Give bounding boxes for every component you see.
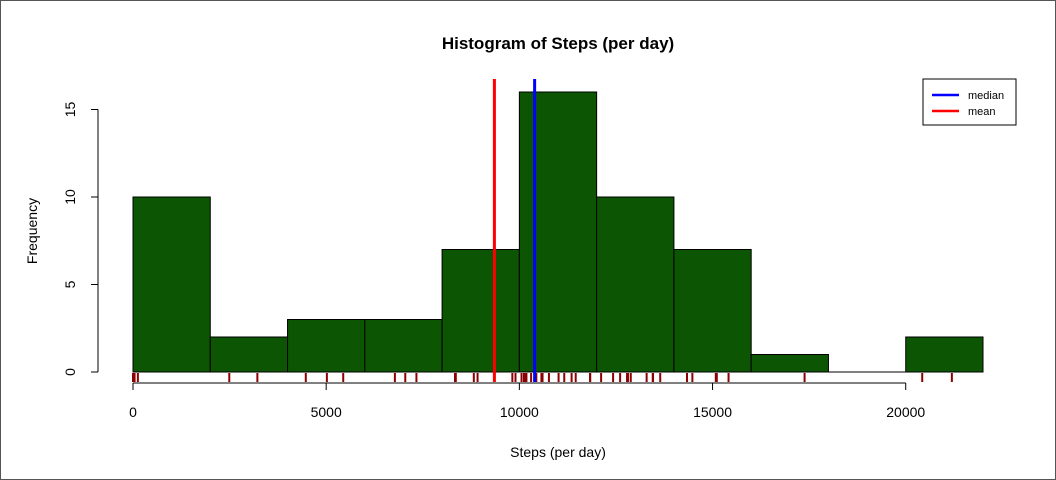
histogram-bar-2: [287, 319, 366, 373]
histogram-bar-1: [209, 336, 289, 373]
histogram-bars: [132, 91, 984, 373]
legend-label-mean: mean: [968, 106, 996, 118]
rug-marks: [132, 373, 953, 382]
legend: median mean: [922, 78, 1017, 126]
histogram-bar-4: [441, 249, 520, 373]
x-tick-label-4: 20000: [886, 404, 925, 420]
y-tick-label-0: 0: [62, 368, 78, 376]
histogram-bar-10: [905, 336, 984, 373]
x-tick-label-2: 10000: [500, 404, 539, 420]
y-tick-label-3: 15: [62, 102, 78, 118]
stat-lines: [492, 79, 537, 382]
y-tick-label-2: 10: [62, 189, 78, 205]
histogram-bar-5: [518, 91, 598, 373]
histogram-bar-8: [750, 354, 829, 373]
x-tick-label-1: 5000: [311, 404, 342, 420]
x-axis: 0 5000 10000 15000 20000: [129, 382, 925, 420]
histogram-bar-0: [132, 196, 211, 373]
chart-title: Histogram of Steps (per day): [442, 34, 674, 53]
histogram-bar-6: [596, 196, 675, 373]
legend-box: [922, 78, 1017, 126]
x-tick-label-3: 15000: [693, 404, 732, 420]
y-axis-label: Frequency: [24, 198, 40, 264]
histogram-bar-7: [673, 249, 752, 373]
x-tick-label-0: 0: [129, 404, 137, 420]
y-axis: 0 5 10 15: [62, 102, 99, 376]
histogram-bar-3: [364, 319, 443, 373]
x-axis-label: Steps (per day): [510, 444, 606, 460]
y-tick-label-1: 5: [62, 280, 78, 288]
legend-label-median: median: [968, 90, 1004, 102]
